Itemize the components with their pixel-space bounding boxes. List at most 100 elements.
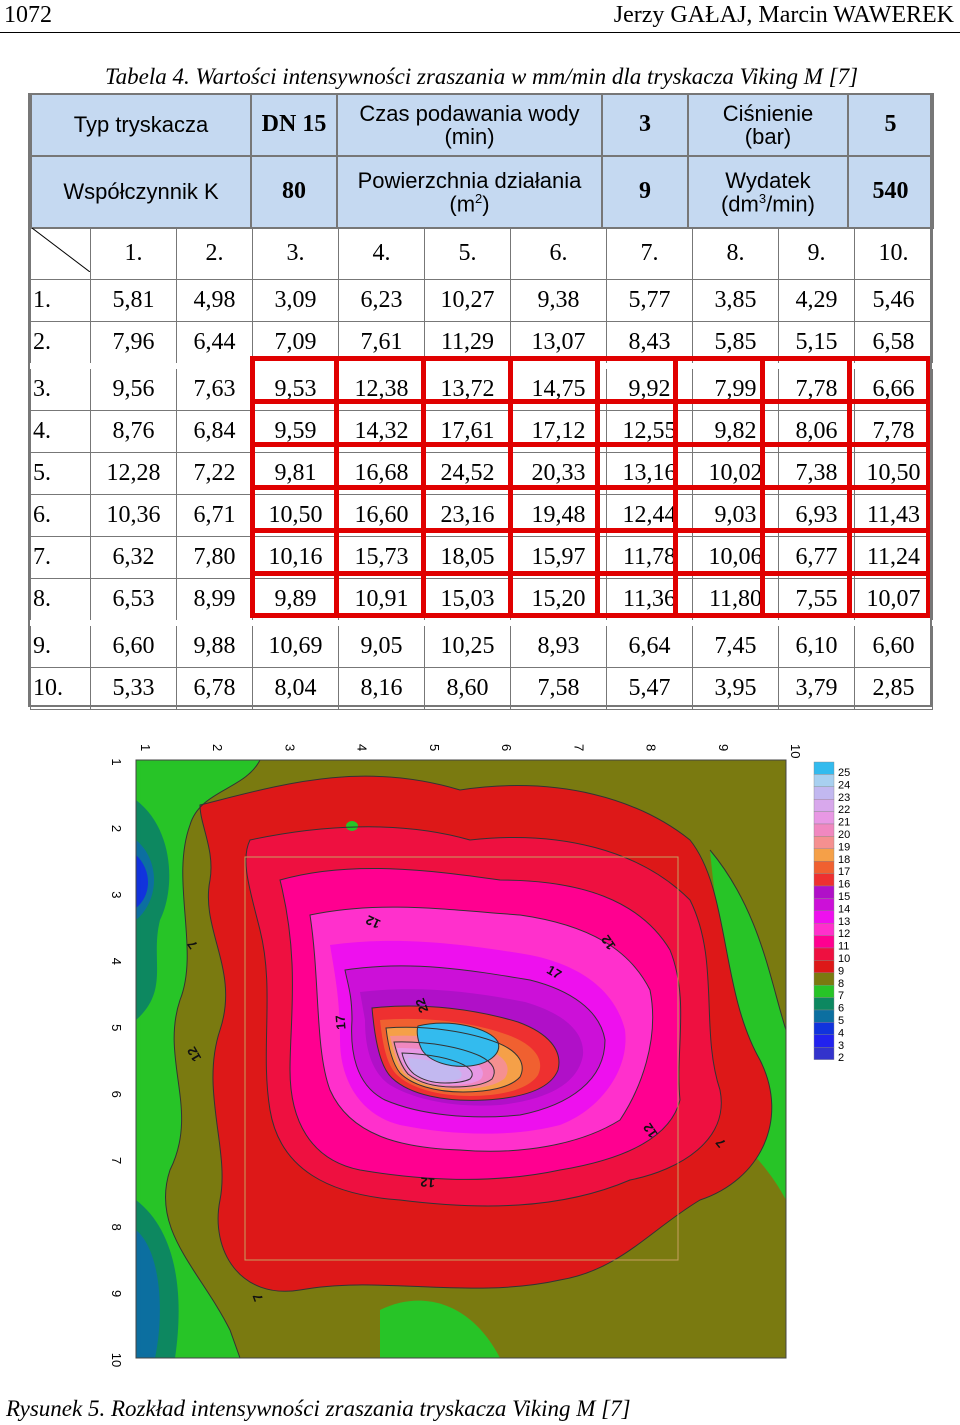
table-cell: 7,22 [176, 452, 253, 495]
legend-swatch [813, 873, 835, 887]
legend-label: 25 [838, 767, 850, 779]
contour-lines [136, 760, 786, 1358]
contour-label: 17 [332, 1015, 348, 1031]
x-tick-label: 8 [644, 744, 659, 751]
table-cell: 6,60 [90, 620, 177, 668]
table-cell: 3,79 [778, 667, 855, 710]
legend-label: 7 [838, 990, 844, 1002]
column-header: 6. [510, 227, 607, 280]
table-cell: 6,78 [176, 667, 253, 710]
legend-swatch [813, 960, 835, 973]
table-cell: 3,95 [692, 667, 779, 710]
column-header: 9. [778, 227, 855, 280]
legend-label: 4 [838, 1027, 844, 1039]
legend-swatch [813, 885, 835, 899]
legend-swatch [813, 823, 835, 837]
legend-label: 15 [838, 891, 850, 903]
table-cell: 10,27 [424, 279, 511, 322]
y-tick-label: 4 [109, 958, 124, 965]
pressure-value: 5 [847, 93, 934, 157]
legend-label: 8 [838, 978, 844, 990]
table-cell: 7,45 [692, 620, 779, 668]
row-label: 4. [30, 410, 91, 453]
legend-label: 23 [838, 792, 850, 804]
table-cell: 4,29 [778, 279, 855, 322]
legend-label: 16 [838, 879, 850, 891]
legend-swatch [813, 997, 835, 1011]
area-label: Powierzchnia działania (m2) [336, 155, 603, 229]
row-label: 6. [30, 494, 91, 537]
table-cell: 9,56 [90, 363, 177, 411]
table-cell: 10,25 [424, 620, 511, 668]
legend-label: 19 [838, 841, 850, 853]
contour-fill [136, 760, 786, 1358]
table-row: 10. 5,33 6,78 8,04 8,16 8,60 7,58 5,47 3,95 3,79 2… [30, 667, 933, 710]
sprinkler-type-label: Typ tryskacza [30, 93, 252, 157]
table-cell: 6,71 [176, 494, 253, 537]
legend-swatch [813, 922, 835, 936]
legend-label: 17 [838, 866, 850, 878]
row-label: 9. [30, 620, 91, 668]
legend-swatch [813, 1009, 835, 1023]
x-tick-label: 3 [282, 744, 297, 751]
table-cell: 9,38 [510, 279, 607, 322]
table-cell: 5,46 [854, 279, 933, 322]
header-rule [0, 32, 960, 33]
x-tick-label: 2 [210, 744, 225, 751]
legend-swatch [813, 860, 835, 874]
table-cell: 9,05 [338, 620, 425, 668]
figure-caption: Rysunek 5. Rozkład intensywności zraszan… [6, 1396, 631, 1421]
table-cell: 8,99 [176, 578, 253, 624]
x-tick-label: 10 [788, 744, 803, 758]
table-cell: 6,64 [606, 620, 693, 668]
flow-value: 540 [847, 155, 934, 229]
legend-swatch [813, 836, 835, 850]
table-cell: 5,81 [90, 279, 177, 322]
table-caption: Tabela 4. Wartości intensywności zraszan… [105, 64, 859, 89]
table-cell: 6,84 [176, 410, 253, 453]
legend-label: 2 [838, 1052, 844, 1064]
zone-frame [244, 856, 679, 1261]
k-factor-label: Współczynnik K [30, 155, 252, 229]
contour-label: 17 [544, 962, 564, 982]
contour-label: 12 [420, 1174, 436, 1190]
intensity-table: 1. 2. 3. 4. 5. 6. 7. 8. 9. 10. 1. 5,81 4,98 3,09 6,23 1… [30, 227, 933, 710]
y-tick-label: 10 [109, 1353, 124, 1367]
contour-label: 12 [640, 1120, 661, 1140]
table-cell: 10,50 [854, 452, 933, 495]
table-cell: 8,93 [510, 620, 607, 668]
table-cell: 10,69 [252, 620, 339, 668]
column-header: 8. [692, 227, 779, 280]
legend-swatch [813, 1047, 835, 1060]
legend-label: 12 [838, 928, 850, 940]
highlight-frame [250, 356, 931, 618]
page-number: 1072 [4, 2, 52, 28]
legend-swatch [813, 898, 835, 911]
contour-label: 22 [412, 996, 431, 1015]
table-cell: 5,33 [90, 667, 177, 710]
y-tick-label: 5 [109, 1024, 124, 1031]
table-cell: 2,85 [854, 667, 933, 710]
y-tick-label: 1 [109, 758, 124, 765]
y-tick-label: 3 [109, 891, 124, 898]
table-header-row: Typ tryskacza DN 15 Czas podawania wody(… [30, 93, 934, 157]
table-cell: 6,60 [854, 620, 933, 668]
legend-swatch [813, 761, 835, 775]
row-label: 1. [30, 279, 91, 322]
water-time-label: Czas podawania wody (min) [336, 93, 603, 157]
y-tick-label: 8 [109, 1223, 124, 1230]
column-header: 3. [252, 227, 339, 280]
table-cell: 3,09 [252, 279, 339, 322]
contour-label: 12 [184, 1044, 204, 1064]
table-cell: 8,60 [424, 667, 511, 710]
column-header-row: 1. 2. 3. 4. 5. 6. 7. 8. 9. 10. [30, 227, 933, 280]
x-tick-label: 9 [716, 744, 731, 751]
x-tick-label: 1 [138, 744, 153, 751]
table-cell: 6,44 [176, 321, 253, 367]
table-cell: 7,58 [510, 667, 607, 710]
contour-label: 7 [249, 1292, 266, 1304]
y-tick-label: 6 [109, 1091, 124, 1098]
water-time-value: 3 [601, 93, 689, 157]
legend-label: 13 [838, 916, 850, 928]
y-tick-label: 2 [109, 825, 124, 832]
